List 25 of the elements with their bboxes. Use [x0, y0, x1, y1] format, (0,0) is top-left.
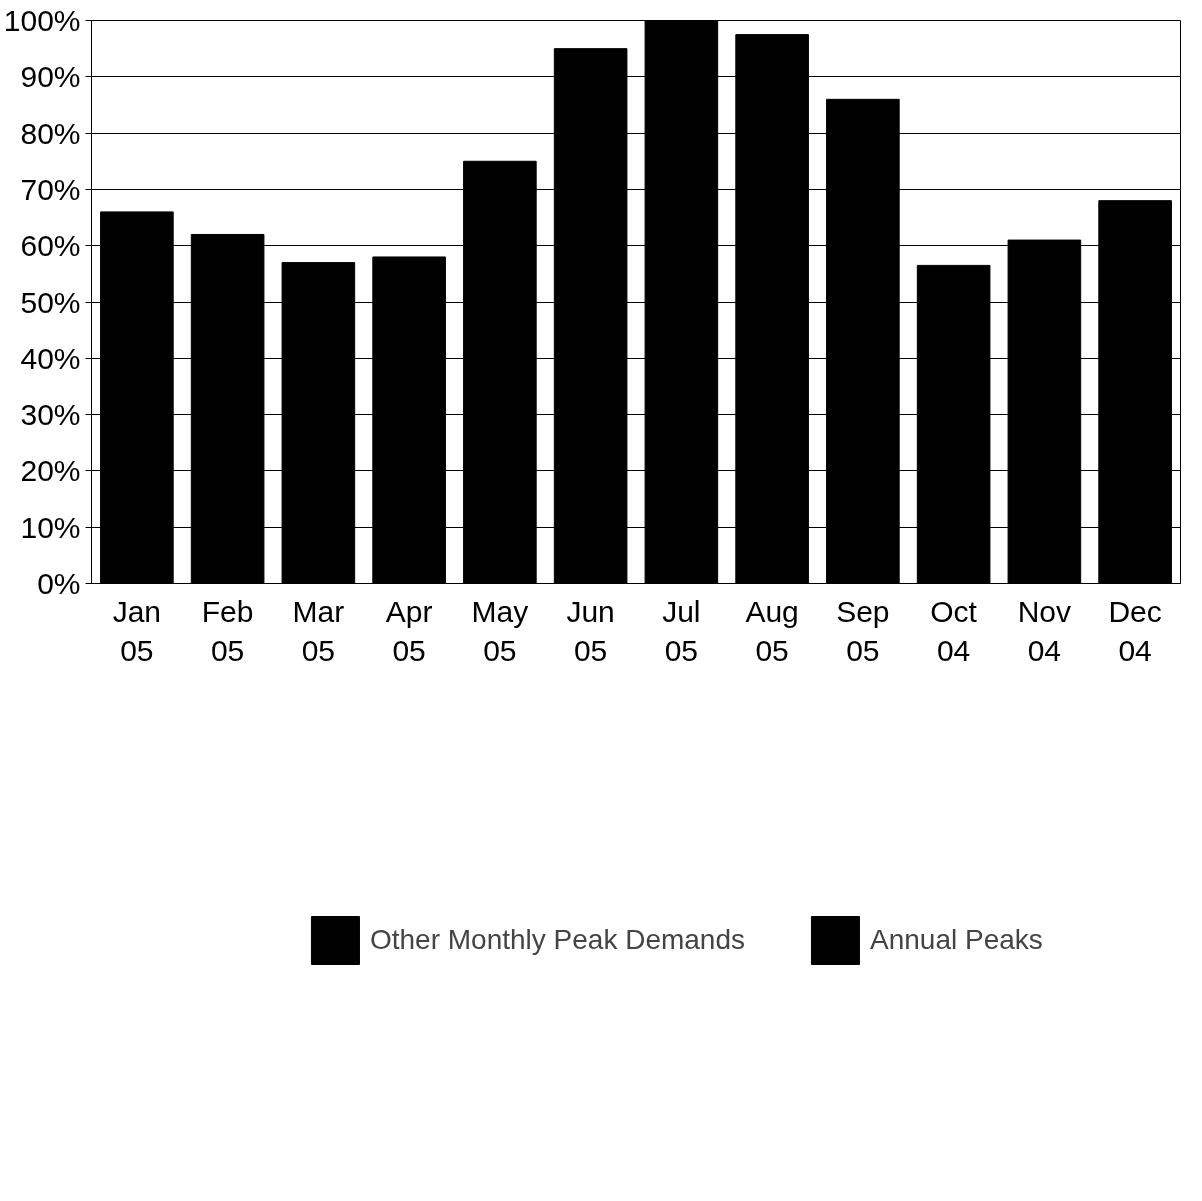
legend-label: Other Monthly Peak Demands — [369, 924, 745, 956]
x-tick-label: Jun 05 — [566, 594, 615, 668]
y-tick-label: 20% — [20, 454, 81, 488]
y-tick-label: 100% — [3, 4, 81, 37]
x-tick-label: Jan 05 — [112, 594, 162, 668]
y-tick-label: 0% — [37, 567, 81, 600]
y-tick-label: 10% — [20, 510, 81, 544]
legend-label: Annual Peaks — [870, 924, 1044, 956]
x-tick-label: Mar 05 — [292, 594, 345, 668]
x-tick-label: May 05 — [471, 594, 529, 668]
y-tick-label: 60% — [20, 229, 81, 263]
y-tick-label: 30% — [20, 398, 81, 432]
x-tick-label: Sep 05 — [836, 594, 890, 668]
y-tick-label: 50% — [20, 285, 81, 319]
x-tick-label: Jul 05 — [662, 594, 701, 668]
y-tick-label: 40% — [20, 341, 81, 375]
x-tick-label: Nov 04 — [1017, 594, 1072, 668]
y-tick-label: 70% — [20, 172, 81, 206]
y-tick-label: 90% — [20, 60, 81, 94]
x-tick-label: Apr 05 — [385, 594, 433, 668]
y-tick-label: 80% — [20, 116, 81, 150]
x-tick-label: Aug 05 — [745, 594, 799, 668]
x-tick-label: Oct 04 — [930, 594, 978, 668]
x-tick-label: Dec 04 — [1108, 594, 1162, 668]
x-tick-label: Feb 05 — [201, 594, 254, 668]
